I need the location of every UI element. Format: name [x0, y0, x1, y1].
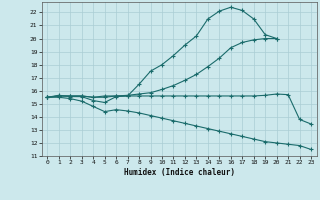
X-axis label: Humidex (Indice chaleur): Humidex (Indice chaleur)	[124, 168, 235, 177]
